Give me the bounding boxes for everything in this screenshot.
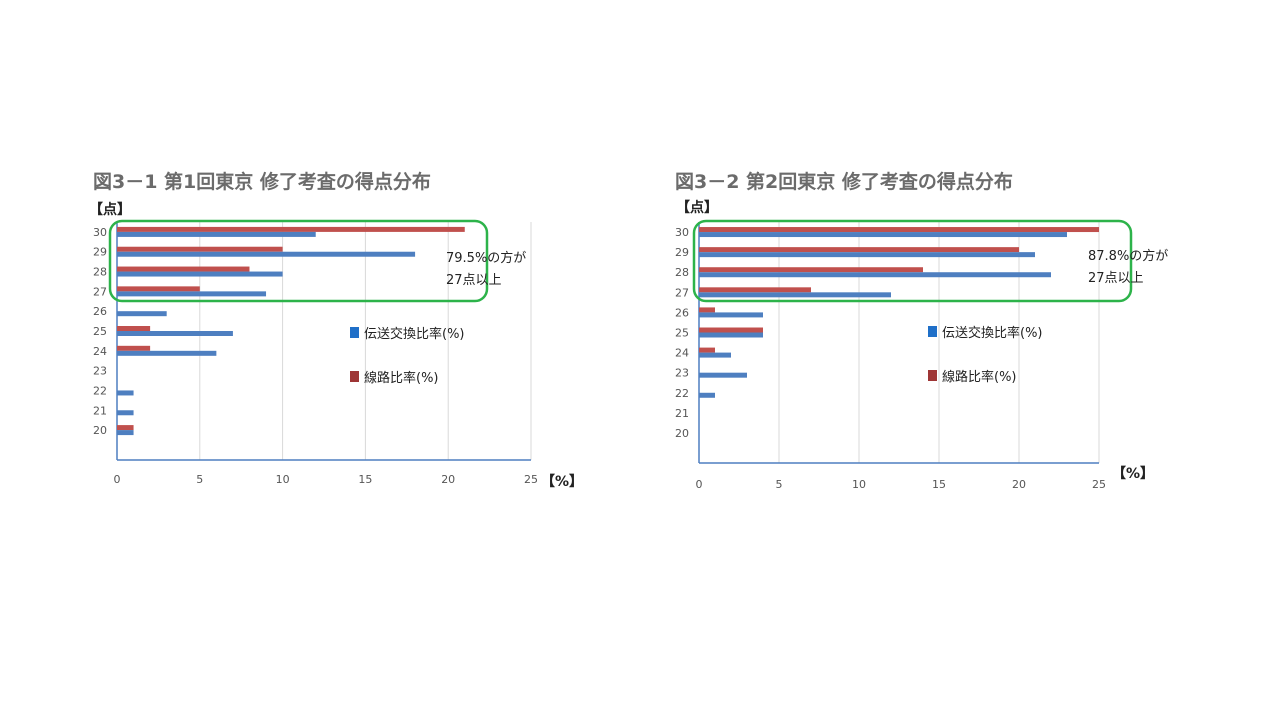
x-tick-label: 15 (932, 478, 946, 491)
y-tick-label: 20 (93, 424, 107, 437)
chart-title: 図3－1 第1回東京 修了考査の得点分布 (93, 170, 431, 193)
bar-line-ratio (699, 227, 1099, 233)
highlight-box (108, 219, 489, 303)
bar-transmission-ratio (117, 410, 134, 416)
annotation-text: 27点以上 (446, 273, 502, 288)
y-tick-label: 28 (93, 266, 107, 279)
legend-line-swatch (350, 371, 359, 382)
legend-line-label: 線路比率(%) (942, 369, 1017, 385)
x-tick-label: 25 (524, 473, 538, 486)
y-tick-label: 20 (675, 427, 689, 440)
y-tick-label: 24 (675, 347, 689, 360)
annotation-text: 87.8%の方が (1088, 248, 1168, 264)
bar-line-ratio (117, 226, 465, 232)
bar-line-ratio (117, 345, 151, 351)
bar-transmission-ratio (117, 291, 267, 297)
bar-line-ratio (117, 266, 250, 272)
bar-transmission-ratio (699, 352, 731, 358)
y-tick-label: 26 (93, 305, 107, 318)
legend-transmission-swatch (350, 327, 359, 338)
y-tick-label: 25 (675, 327, 689, 340)
y-tick-label: 26 (675, 306, 689, 319)
x-tick-label: 10 (276, 473, 290, 486)
bar-transmission-ratio (699, 372, 747, 378)
x-tick-label: 25 (1092, 478, 1106, 491)
x-tick-label: 5 (196, 473, 203, 486)
bar-transmission-ratio (117, 231, 316, 237)
bar-line-ratio (117, 246, 283, 252)
annotation-text: 27点以上 (1088, 271, 1144, 286)
legend-line-label: 線路比率(%) (364, 370, 439, 386)
annotation-text: 79.5%の方が (446, 250, 526, 266)
x-axis-unit-label: 【%】 (541, 474, 583, 490)
bar-transmission-ratio (699, 292, 891, 298)
y-tick-label: 25 (93, 325, 107, 338)
legend-line-swatch (928, 370, 937, 381)
x-axis-unit-label: 【%】 (1112, 466, 1154, 482)
y-axis-unit-label: 【点】 (676, 199, 718, 216)
bar-line-ratio (117, 326, 151, 331)
y-tick-label: 27 (675, 286, 689, 299)
bar-transmission-ratio (699, 332, 763, 338)
bar-transmission-ratio (699, 232, 1067, 238)
y-axis-unit-label: 【点】 (89, 201, 131, 218)
bar-transmission-ratio (117, 311, 167, 317)
bar-transmission-ratio (699, 252, 1035, 258)
y-tick-label: 22 (93, 384, 107, 397)
bar-line-ratio (699, 307, 715, 313)
bar-transmission-ratio (699, 392, 715, 398)
bar-transmission-ratio (117, 251, 416, 257)
y-tick-label: 29 (675, 246, 689, 259)
y-tick-label: 24 (93, 345, 107, 358)
x-tick-label: 15 (358, 473, 372, 486)
bar-transmission-ratio (117, 350, 217, 356)
y-tick-label: 21 (93, 404, 107, 417)
bar-line-ratio (699, 287, 811, 293)
legend-transmission-label: 伝送交換比率(%) (942, 325, 1043, 341)
x-tick-label: 20 (1012, 478, 1026, 491)
x-tick-label: 0 (696, 478, 703, 491)
bar-transmission-ratio (699, 272, 1051, 278)
x-tick-label: 5 (776, 478, 783, 491)
y-tick-label: 30 (675, 226, 689, 239)
x-tick-label: 20 (441, 473, 455, 486)
bar-transmission-ratio (117, 331, 233, 336)
y-tick-label: 21 (675, 407, 689, 420)
bar-transmission-ratio (117, 390, 134, 396)
y-tick-label: 23 (93, 365, 107, 378)
x-tick-label: 10 (852, 478, 866, 491)
y-tick-label: 23 (675, 367, 689, 380)
y-tick-label: 28 (675, 266, 689, 279)
bar-transmission-ratio (117, 430, 134, 436)
y-tick-label: 27 (93, 285, 107, 298)
bar-line-ratio (699, 267, 923, 273)
highlight-box (692, 219, 1133, 303)
bar-transmission-ratio (117, 271, 283, 277)
legend-transmission-label: 伝送交換比率(%) (364, 326, 465, 342)
legend-transmission-swatch (928, 326, 937, 337)
y-tick-label: 30 (93, 226, 107, 239)
y-tick-label: 22 (675, 387, 689, 400)
x-tick-label: 0 (114, 473, 121, 486)
bar-line-ratio (699, 327, 763, 333)
bar-line-ratio (117, 286, 200, 292)
bar-line-ratio (699, 247, 1019, 253)
bar-line-ratio (117, 425, 134, 431)
chart-title: 図3－2 第2回東京 修了考査の得点分布 (675, 170, 1013, 193)
y-tick-label: 29 (93, 246, 107, 259)
bar-transmission-ratio (699, 312, 763, 318)
bar-line-ratio (699, 347, 715, 353)
